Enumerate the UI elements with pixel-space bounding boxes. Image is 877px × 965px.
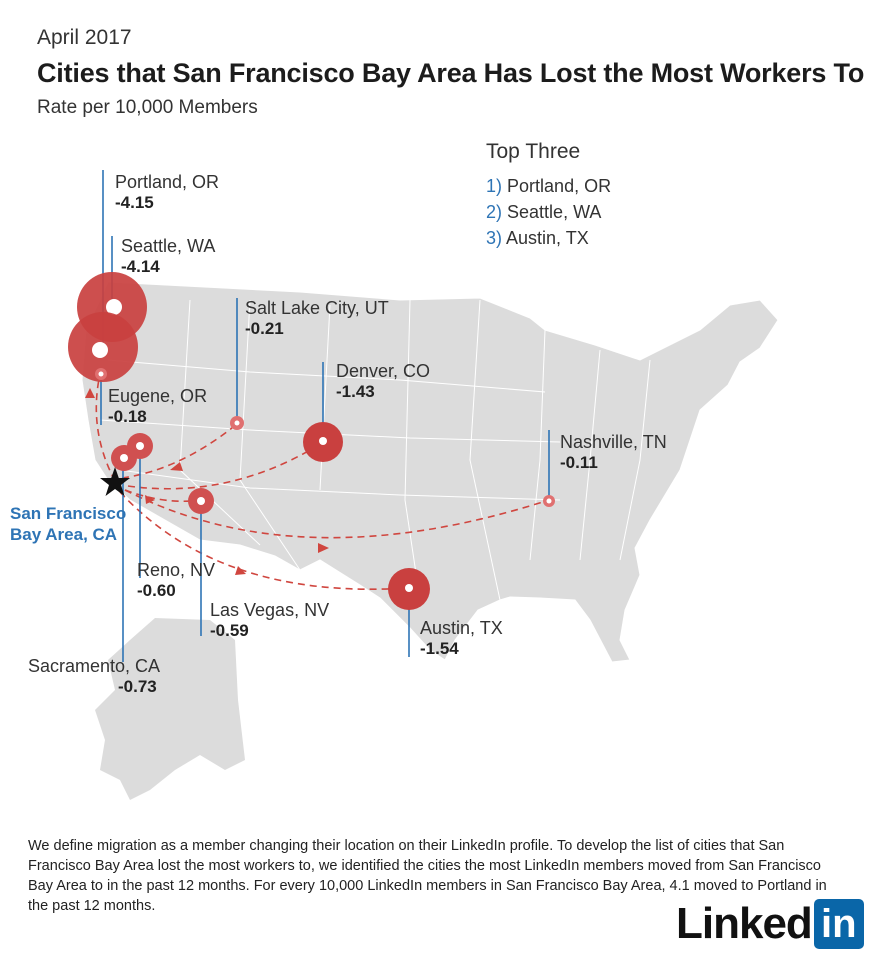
arrow-salt-lake	[121, 423, 238, 479]
city-name: Eugene, OR	[108, 386, 208, 406]
label-reno: Reno, NV -0.60	[137, 560, 215, 601]
arrowhead-2	[170, 462, 183, 471]
label-sacramento: Sacramento, CA -0.73	[28, 656, 160, 697]
label-eugene: Eugene, OR -0.18	[108, 386, 207, 427]
city-name: Nashville, TN	[560, 432, 667, 452]
city-value: -1.43	[336, 382, 375, 401]
city-name: Las Vegas, NV	[210, 600, 330, 620]
logo-box: in	[813, 899, 864, 949]
city-value: -4.15	[115, 193, 154, 212]
label-seattle: Seattle, WA -4.14	[121, 236, 215, 277]
city-value: -4.14	[121, 257, 160, 276]
city-name: Austin, TX	[420, 618, 503, 638]
origin-label-line1: San Francisco	[10, 504, 127, 523]
top-three-heading: Top Three	[486, 140, 581, 163]
linkedin-logo: Linked in	[676, 898, 864, 950]
top-three-item: 2) Seattle, WA	[486, 202, 611, 228]
alaska-shape	[95, 618, 245, 800]
city-name: Sacramento, CA	[28, 656, 161, 676]
us-map	[68, 170, 779, 800]
arrowhead-4	[318, 543, 329, 553]
city-value: -0.59	[210, 621, 249, 640]
arrow-nashville	[124, 489, 550, 539]
city-value: -0.21	[245, 319, 284, 338]
city-value: -0.11	[560, 453, 598, 472]
arrowhead-5	[235, 566, 246, 575]
origin-label: San Francisco Bay Area, CA	[10, 503, 126, 545]
rank: 2)	[486, 202, 503, 222]
origin-label-line2: Bay Area, CA	[10, 525, 118, 544]
rank-city: Austin, TX	[506, 228, 589, 248]
arrow-denver	[127, 442, 323, 490]
label-salt-lake: Salt Lake City, UT -0.21	[245, 298, 389, 339]
label-austin: Austin, TX -1.54	[420, 618, 503, 659]
label-las-vegas: Las Vegas, NV -0.59	[210, 600, 329, 641]
city-name: Portland, OR	[115, 172, 220, 192]
label-nashville: Nashville, TN -0.11	[560, 432, 667, 473]
label-portland: Portland, OR -4.15	[115, 172, 219, 213]
rank: 3)	[486, 228, 503, 248]
top-three-panel: Top Three 1) Portland, OR 2) Seattle, WA…	[486, 140, 611, 254]
city-value: -0.73	[118, 677, 157, 696]
arrow-las-vegas	[124, 489, 202, 503]
chart-subtitle: Rate per 10,000 Members	[37, 97, 258, 118]
rank-city: Seattle, WA	[507, 202, 602, 222]
rank: 1)	[486, 176, 503, 196]
city-value: -1.54	[420, 639, 459, 658]
top-three-item: 3) Austin, TX	[486, 228, 611, 254]
arrow-heads	[85, 388, 329, 575]
rank-city: Portland, OR	[507, 176, 612, 196]
arrowhead-1	[85, 388, 95, 398]
arrow-portland	[95, 373, 116, 482]
arrowhead-3	[145, 495, 155, 504]
city-value: -0.60	[137, 581, 176, 600]
bubbles	[68, 272, 555, 610]
origin-star-icon	[100, 467, 130, 496]
top-three-item: 1) Portland, OR	[486, 176, 611, 202]
date-label: April 2017	[37, 26, 132, 49]
city-name: Denver, CO	[336, 361, 431, 381]
city-name: Seattle, WA	[121, 236, 216, 256]
logo-text: Linked	[676, 899, 813, 948]
us-mainland-shape	[81, 281, 779, 663]
city-name: Salt Lake City, UT	[245, 298, 389, 318]
city-value: -0.18	[108, 407, 147, 426]
label-denver: Denver, CO -1.43	[336, 361, 430, 402]
chart-title: Cities that San Francisco Bay Area Has L…	[37, 58, 865, 88]
city-name: Reno, NV	[137, 560, 216, 580]
footnote: We define migration as a member changing…	[28, 838, 827, 914]
